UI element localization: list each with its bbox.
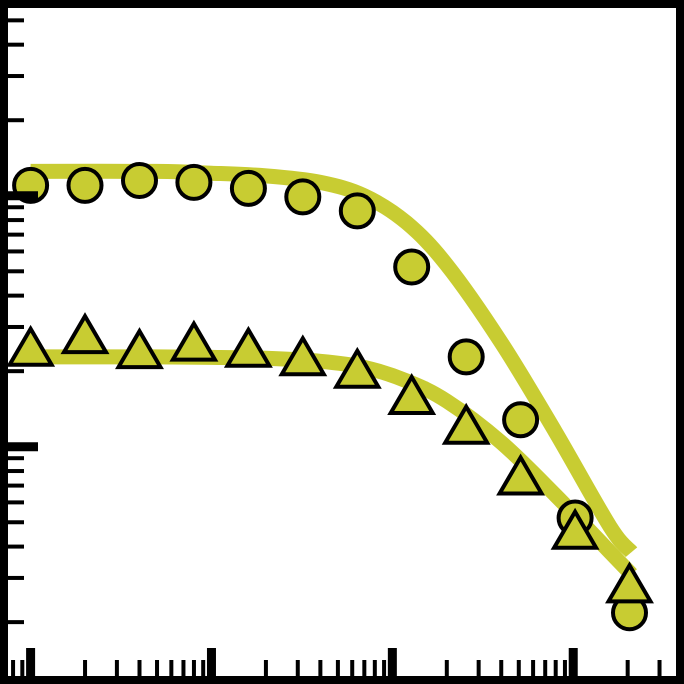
triangle-point [223,325,273,368]
triangle-point [441,402,491,445]
triangle-point [278,334,328,377]
circle-point [447,338,485,376]
triangle-point [115,327,164,370]
circle-point [175,163,213,201]
circle-point [502,401,540,439]
data-markers [6,162,654,632]
circle-point [393,248,431,286]
triangle-point [169,319,219,362]
circle-point [66,166,104,204]
circle-point [121,162,158,199]
circle-point [284,178,322,216]
triangle-point [387,373,437,415]
axis-ticks [8,18,662,676]
triangle-point [496,453,546,496]
triangle-point [550,507,600,550]
triangle-point [60,312,110,355]
circle-point [338,192,376,230]
circle-point [229,169,267,207]
triangle-point [332,346,382,389]
triangle-point [605,561,654,604]
triangle-point [6,324,56,367]
